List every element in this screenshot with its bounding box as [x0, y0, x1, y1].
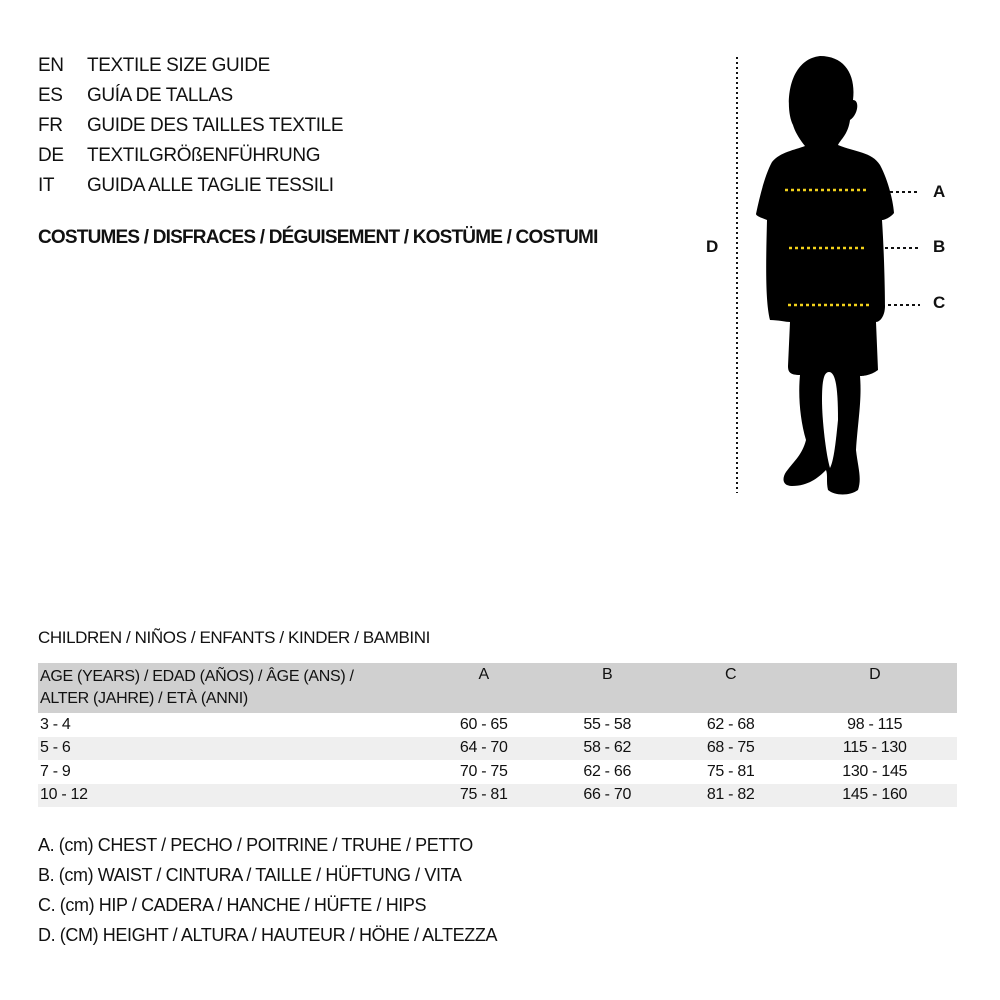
cell-d: 130 - 145 [842, 762, 908, 780]
cell-b: 62 - 66 [583, 762, 632, 780]
label-b: B [933, 237, 945, 256]
label-a: A [933, 182, 945, 201]
age-header: AGE (YEARS) / EDAD (AÑOS) / ÂGE (ANS) / A… [38, 663, 422, 713]
cell-a: 60 - 65 [459, 715, 508, 733]
lang-code-de: DE [38, 145, 64, 166]
col-a-header: A [422, 663, 546, 713]
child-silhouette [756, 56, 894, 495]
table-row: 10 - 12 75 - 81 66 - 70 81 - 82 145 - 16… [38, 783, 957, 807]
lang-code-en: EN [38, 55, 64, 76]
size-table: AGE (YEARS) / EDAD (AÑOS) / ÂGE (ANS) / A… [38, 663, 957, 807]
table-row: 7 - 9 70 - 75 62 - 66 75 - 81 130 - 145 [38, 760, 957, 784]
child-silhouette-figure [736, 56, 920, 495]
lang-code-it: IT [38, 175, 55, 196]
category-heading: COSTUMES / DISFRACES / DÉGUISEMENT / KOS… [38, 227, 598, 248]
table-row: 3 - 4 60 - 65 55 - 58 62 - 68 98 - 115 [38, 713, 957, 737]
lang-code-fr: FR [38, 115, 63, 136]
cell-d: 115 - 130 [792, 736, 957, 760]
cell-c: 81 - 82 [668, 783, 793, 807]
table-row: 5 - 6 64 - 70 58 - 62 68 - 75 115 - 130 [38, 736, 957, 760]
title-en: TEXTILE SIZE GUIDE [87, 55, 270, 76]
col-b-header: B [545, 663, 669, 713]
cell-c: 75 - 81 [706, 762, 755, 780]
cell-age: 7 - 9 [40, 762, 71, 780]
legend-c: C. (cm) HIP / CADERA / HANCHE / HÜFTE / … [38, 895, 427, 915]
col-c-header: C [668, 663, 793, 713]
cell-d: 145 - 160 [792, 783, 957, 807]
col-d-header: D [792, 663, 957, 713]
cell-b: 58 - 62 [545, 736, 669, 760]
title-es: GUÍA DE TALLAS [87, 85, 233, 106]
cell-age: 3 - 4 [40, 715, 71, 733]
label-d: D [706, 237, 718, 256]
cell-c: 68 - 75 [668, 736, 793, 760]
cell-c: 62 - 68 [706, 715, 755, 733]
cell-age: 10 - 12 [38, 783, 422, 807]
title-it: GUIDA ALLE TAGLIE TESSILI [87, 175, 334, 196]
cell-b: 55 - 58 [583, 715, 632, 733]
legend-d: D. (CM) HEIGHT / ALTURA / HAUTEUR / HÖHE… [38, 925, 498, 945]
table-header-row: AGE (YEARS) / EDAD (AÑOS) / ÂGE (ANS) / A… [38, 663, 957, 713]
cell-a: 75 - 81 [422, 783, 546, 807]
title-de: TEXTILGRÖßENFÜHRUNG [87, 145, 321, 166]
lang-code-es: ES [38, 85, 63, 106]
table-caption: CHILDREN / NIÑOS / ENFANTS / KINDER / BA… [38, 628, 430, 647]
label-c: C [933, 293, 945, 312]
legend-b: B. (cm) WAIST / CINTURA / TAILLE / HÜFTU… [38, 865, 462, 885]
cell-a: 64 - 70 [422, 736, 546, 760]
cell-d: 98 - 115 [847, 715, 903, 733]
measure-lines [785, 188, 869, 307]
legend-a: A. (cm) CHEST / PECHO / POITRINE / TRUHE… [38, 835, 473, 855]
cell-age: 5 - 6 [38, 736, 422, 760]
title-fr: GUIDE DES TAILLES TEXTILE [87, 115, 344, 136]
cell-b: 66 - 70 [545, 783, 669, 807]
cell-a: 70 - 75 [459, 762, 508, 780]
